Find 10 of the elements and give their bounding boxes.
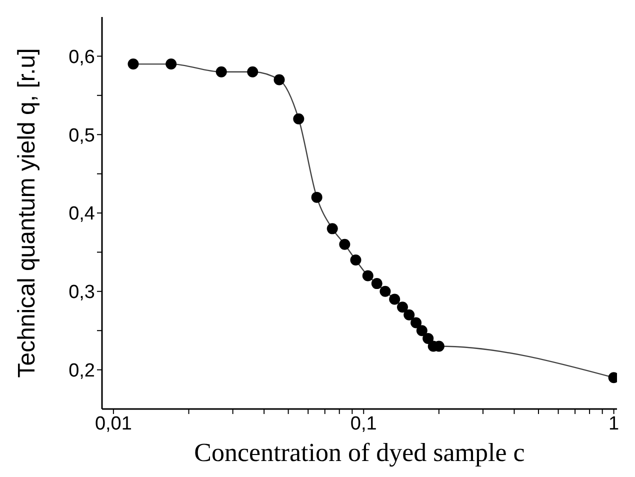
y-axis-title: Technical quantum yield q, [r.u]: [14, 48, 41, 378]
x-tick-label: 0,1: [350, 413, 377, 434]
x-axis-title: Concentration of dyed sample c: [194, 438, 525, 467]
x-tick-label: 0,01: [94, 413, 132, 434]
y-tick-label: 0,6: [68, 46, 95, 68]
x-tick-label: 1: [608, 413, 620, 434]
y-tick-label: 0,2: [68, 360, 95, 382]
y-tick-label: 0,5: [68, 125, 95, 146]
y-tick-label: 0,4: [68, 204, 96, 225]
y-tick-label: 0,3: [68, 282, 95, 304]
